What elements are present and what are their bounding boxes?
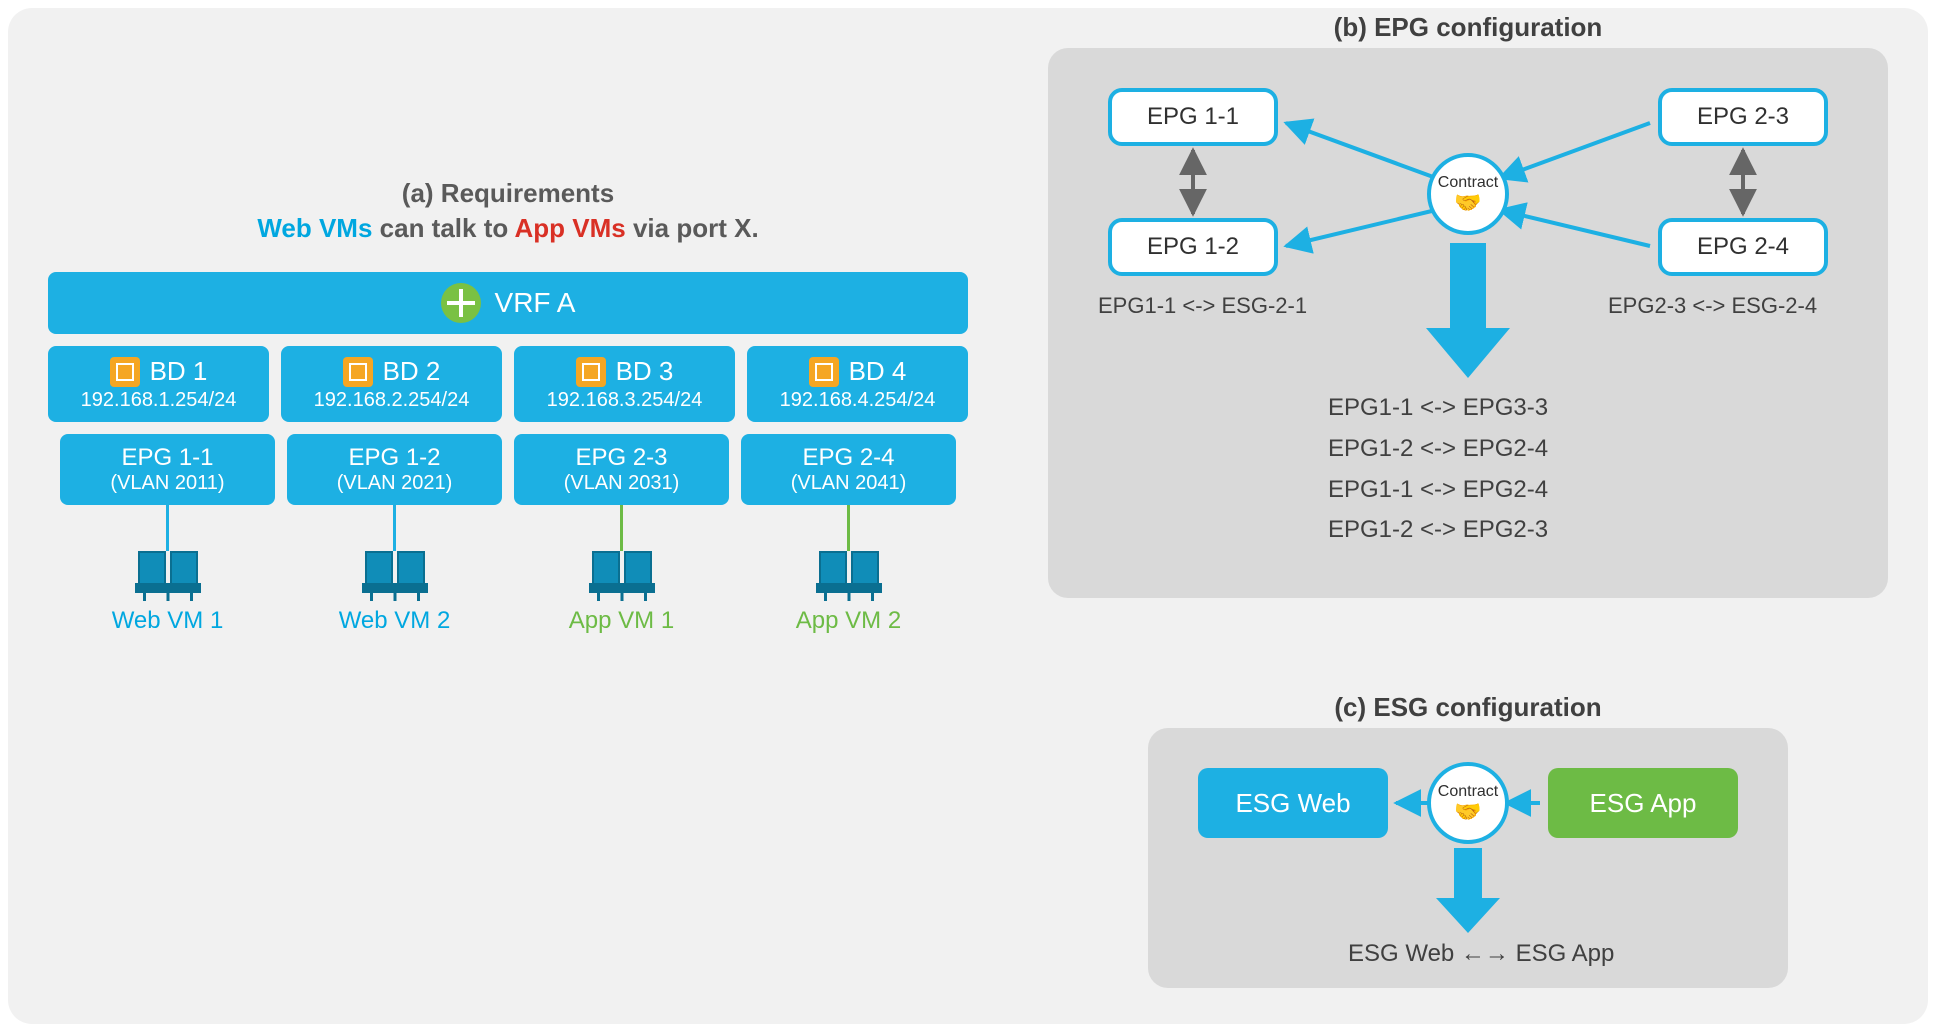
epg-name: EPG 1-2 <box>291 444 498 472</box>
panel-c-esg-config: (c) ESG configuration ESG Web ESG App Co… <box>1148 728 1788 988</box>
vm-cell-4: App VM 2 <box>741 505 956 635</box>
epg-node-1-2: EPG 1-2 <box>1108 218 1278 276</box>
epg-box-12: EPG 1-2 (VLAN 2021) <box>287 434 502 505</box>
bd-name: BD 3 <box>616 356 674 387</box>
bd-ip: 192.168.3.254/24 <box>522 389 727 412</box>
panel-c-bottom: ESG Web ←→ ESG App <box>1348 940 1614 968</box>
bd-name: BD 2 <box>383 356 441 387</box>
contract-line: EPG1-2 <-> EPG2-3 <box>1328 510 1548 551</box>
bd-name: BD 4 <box>849 356 907 387</box>
bd-ip: 192.168.2.254/24 <box>289 389 494 412</box>
epg-name: EPG 2-3 <box>518 444 725 472</box>
vm-cell-3: App VM 1 <box>514 505 729 635</box>
vm-cell-1: Web VM 1 <box>60 505 275 635</box>
bd-ip: 192.168.1.254/24 <box>56 389 261 412</box>
epg-box-23: EPG 2-3 (VLAN 2031) <box>514 434 729 505</box>
contract-line: EPG1-2 <-> EPG2-4 <box>1328 429 1548 470</box>
panel-b-right-caption: EPG2-3 <-> ESG-2-4 <box>1608 293 1817 319</box>
esg-web-box: ESG Web <box>1198 768 1388 838</box>
panel-b-title: (b) EPG configuration <box>1048 12 1888 43</box>
epg-name: EPG 2-4 <box>745 444 952 472</box>
vm-row: Web VM 1 Web VM 2 App VM 1 App VM 2 <box>48 505 968 635</box>
server-icon <box>362 551 428 601</box>
router-icon <box>441 283 481 323</box>
bd-box-4: BD 4 192.168.4.254/24 <box>747 346 968 422</box>
contract-list: EPG1-1 <-> EPG3-3 EPG1-2 <-> EPG2-4 EPG1… <box>1328 388 1548 551</box>
epg-box-11: EPG 1-1 (VLAN 2011) <box>60 434 275 505</box>
subtitle-mid: can talk to <box>372 213 514 243</box>
panel-a-requirements: (a) Requirements Web VMs can talk to App… <box>48 178 968 635</box>
subtitle-app: App VMs <box>515 213 626 243</box>
epg-node-2-4: EPG 2-4 <box>1658 218 1828 276</box>
epg-node-1-1: EPG 1-1 <box>1108 88 1278 146</box>
vm-label: App VM 1 <box>569 607 674 635</box>
esg-app-box: ESG App <box>1548 768 1738 838</box>
switch-icon <box>343 357 373 387</box>
handshake-icon: 🤝 <box>1454 192 1481 214</box>
panel-b-left-caption: EPG1-1 <-> ESG-2-1 <box>1098 293 1307 319</box>
panel-c-title: (c) ESG configuration <box>1148 692 1788 723</box>
contract-node: Contract 🤝 <box>1427 153 1509 235</box>
page: (a) Requirements Web VMs can talk to App… <box>8 8 1928 1024</box>
subtitle-post: via port X. <box>626 213 759 243</box>
server-icon <box>135 551 201 601</box>
switch-icon <box>110 357 140 387</box>
switch-icon <box>576 357 606 387</box>
panel-a-subtitle: Web VMs can talk to App VMs via port X. <box>48 213 968 244</box>
connector-line <box>166 505 169 551</box>
epg-row: EPG 1-1 (VLAN 2011) EPG 1-2 (VLAN 2021) … <box>48 434 968 505</box>
vm-label: App VM 2 <box>796 607 901 635</box>
epg-vlan: (VLAN 2021) <box>291 472 498 495</box>
handshake-icon: 🤝 <box>1454 801 1481 823</box>
server-icon <box>816 551 882 601</box>
panel-b-epg-config: (b) EPG configuration EPG 1-1 EPG 1-2 <box>1048 48 1888 598</box>
vm-label: Web VM 1 <box>112 607 224 635</box>
vm-label: Web VM 2 <box>339 607 451 635</box>
vrf-box: VRF A <box>48 272 968 334</box>
panel-a-title: (a) Requirements <box>48 178 968 209</box>
connector-line <box>847 505 850 551</box>
epg-box-24: EPG 2-4 (VLAN 2041) <box>741 434 956 505</box>
server-icon <box>589 551 655 601</box>
epg-vlan: (VLAN 2011) <box>64 472 271 495</box>
contract-line: EPG1-1 <-> EPG3-3 <box>1328 388 1548 429</box>
switch-icon <box>809 357 839 387</box>
bd-ip: 192.168.4.254/24 <box>755 389 960 412</box>
bd-box-3: BD 3 192.168.3.254/24 <box>514 346 735 422</box>
connector-line <box>393 505 396 551</box>
vrf-label: VRF A <box>495 287 576 319</box>
connector-line <box>620 505 623 551</box>
epg-name: EPG 1-1 <box>64 444 271 472</box>
bd-row: BD 1 192.168.1.254/24 BD 2 192.168.2.254… <box>48 346 968 422</box>
subtitle-web: Web VMs <box>257 213 372 243</box>
epg-node-2-3: EPG 2-3 <box>1658 88 1828 146</box>
epg-vlan: (VLAN 2031) <box>518 472 725 495</box>
contract-line: EPG1-1 <-> EPG2-4 <box>1328 470 1548 511</box>
bd-box-1: BD 1 192.168.1.254/24 <box>48 346 269 422</box>
contract-node-c: Contract 🤝 <box>1427 762 1509 844</box>
bd-box-2: BD 2 192.168.2.254/24 <box>281 346 502 422</box>
vm-cell-2: Web VM 2 <box>287 505 502 635</box>
epg-vlan: (VLAN 2041) <box>745 472 952 495</box>
bd-name: BD 1 <box>150 356 208 387</box>
